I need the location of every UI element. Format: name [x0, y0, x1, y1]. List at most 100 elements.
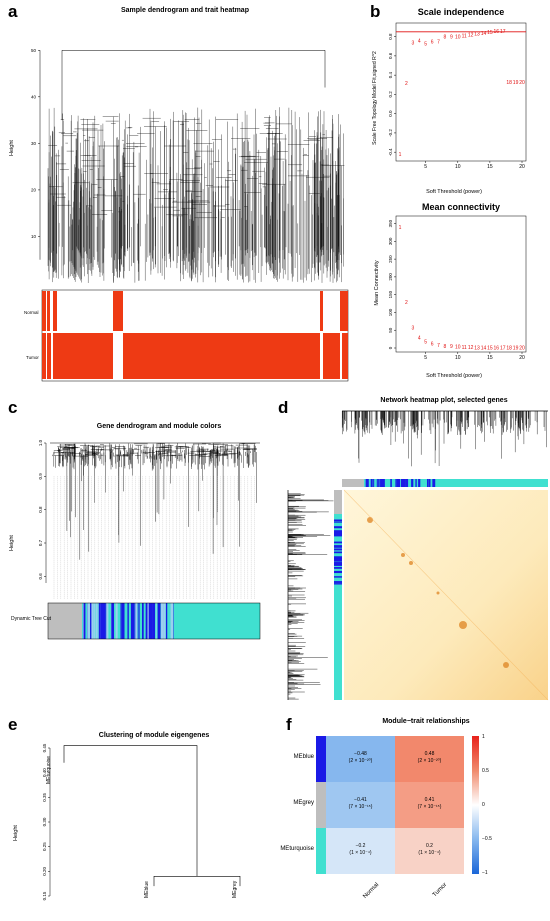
panel-f-title: Module−trait relationships [382, 718, 470, 725]
y-tick-label: 300 [388, 237, 393, 245]
module-bar-blue [135, 603, 138, 639]
a-ytick-label: 50 [31, 48, 37, 53]
panel-b: Scale independence Mean connectivity 5 10… [366, 5, 550, 385]
trait-heatmap [41, 289, 349, 382]
d-rowbar-blue [334, 571, 342, 573]
cell-p: (2 × 10⁻²⁰) [417, 758, 442, 764]
x-tick-label: 20 [519, 164, 525, 170]
cell-r: 0.2 [426, 843, 433, 849]
point-label: 1 [399, 152, 402, 158]
panel-e: Clustering of module eigengenes 0.15 0.20… [13, 728, 276, 918]
panel-letter-e: e [8, 715, 18, 734]
scale-independence-title: Scale independence [417, 7, 505, 17]
module-bar-grey [48, 603, 82, 639]
d-colbar-blue [411, 479, 414, 487]
y-tick-label: 0.0 [388, 110, 393, 117]
point-label: 2 [405, 81, 408, 87]
scale-tick: 0.5 [482, 768, 489, 774]
d-rowbar-blue [334, 558, 342, 562]
panel-c-title: Gene dendrogram and module colors [96, 423, 222, 430]
module-bar-blue [121, 603, 124, 639]
x-tick-label: 10 [455, 164, 461, 170]
x-tick-label: 15 [487, 164, 493, 170]
module-bar-blue [152, 603, 156, 639]
cell-p: (7 × 10⁻¹⁵) [417, 804, 442, 810]
d-colbar-blue [401, 479, 403, 487]
module-bar-blue [148, 603, 152, 639]
normal-row [42, 291, 348, 331]
scale-independence-xlabel: Soft Threshold (power) [426, 189, 482, 195]
module-bar-blue [111, 603, 114, 639]
module-bar-blue [131, 603, 133, 639]
d-heatmap-block [367, 517, 373, 523]
tumor-gap [46, 333, 47, 379]
d-rowbar-blue [334, 548, 342, 551]
mean-connectivity-ylabel: Mean Connectivity [374, 260, 380, 306]
module-bar-blue [158, 603, 161, 639]
cell-r: 0.48 [424, 751, 435, 757]
d-rowbar-blue [334, 563, 342, 565]
cell-r: −0.48 [354, 751, 367, 757]
d-rowbar-blue [334, 534, 342, 537]
point-label: 7 [437, 343, 440, 349]
x-tick-label: 15 [487, 355, 493, 361]
panel-letter-f: f [286, 715, 292, 734]
point-label: 17 [500, 345, 506, 351]
d-colbar-blue [402, 479, 405, 487]
a-ytick-label: 30 [31, 141, 37, 146]
panel-letter-c: c [8, 398, 18, 417]
y-tick-label: 50 [388, 327, 393, 333]
point-label: 9 [450, 35, 453, 41]
normal-segment [53, 291, 57, 331]
point-label: 15 [487, 30, 493, 36]
c-ytick-label: 0.7 [38, 539, 43, 546]
sample-dendrogram: 10 20 30 40 50 [31, 48, 349, 382]
leaf-meturquoise: MEturquoise [46, 755, 52, 784]
trait-label-normal: Normal [24, 310, 39, 315]
d-colbar-blue [395, 479, 397, 487]
point-label: 10 [455, 35, 461, 41]
panel-a-dendrogram-lines [47, 50, 345, 283]
module-bar-blue [90, 603, 92, 639]
module-trait-heatmap: −0.48 (2 × 10⁻²⁰) 0.48 (2 × 10⁻²⁰) −0.41 (7… [326, 736, 464, 874]
x-tick-label: 5 [424, 355, 427, 361]
y-tick-label: 250 [388, 255, 393, 263]
point-label: 15 [487, 345, 493, 351]
panel-c: Gene dendrogram and module colors 0.6 0.7… [8, 415, 270, 645]
d-colbar-blue [432, 479, 435, 487]
e-top-merge [63, 745, 198, 877]
cell-meblue-normal: −0.48 (2 × 10⁻²⁰) [326, 736, 395, 782]
point-label: 20 [519, 80, 525, 86]
point-label: 11 [462, 34, 467, 40]
module-bar-blue [165, 603, 168, 639]
color-scale-ticks: 1 0.5 0 −0.5 −1 [482, 734, 512, 876]
d-heatmap-block [436, 591, 440, 595]
normal-segment [42, 291, 46, 331]
panel-letter-b: b [370, 2, 381, 21]
eigengene-dendrogram: 0.15 0.20 0.25 0.30 0.35 0.40 0.45 [42, 743, 241, 900]
y-tick-label: 350 [388, 219, 393, 227]
y-tick-label: -0.4 [388, 148, 393, 156]
point-label: 12 [468, 345, 474, 351]
module-bar-blue [98, 603, 101, 639]
point-label: 19 [513, 345, 519, 351]
module-bar-blue [155, 603, 157, 639]
c-ytick-label: 0.9 [38, 473, 43, 480]
point-label: 6 [431, 342, 434, 348]
plot-frame [395, 22, 527, 162]
a-dendrogram-branches [47, 107, 345, 283]
point-label: 3 [411, 325, 414, 331]
module-bar-blue [87, 603, 90, 639]
normal-segment [47, 291, 50, 331]
cell-p: (7 × 10⁻¹⁵) [348, 804, 373, 810]
y-tick-label: 150 [388, 290, 393, 298]
d-left-dendrogram [288, 493, 334, 700]
e-ytick-label: 0.20 [42, 866, 47, 875]
e-ytick-label: 0.25 [42, 842, 47, 851]
module-bar-blue [100, 603, 103, 639]
x-tick-label: 20 [519, 355, 525, 361]
panel-c-ylabel: Height [8, 535, 15, 551]
row-label-meturquoise: MEturquoise [280, 846, 314, 852]
cell-p: (1 × 10⁻⁴) [418, 850, 441, 856]
